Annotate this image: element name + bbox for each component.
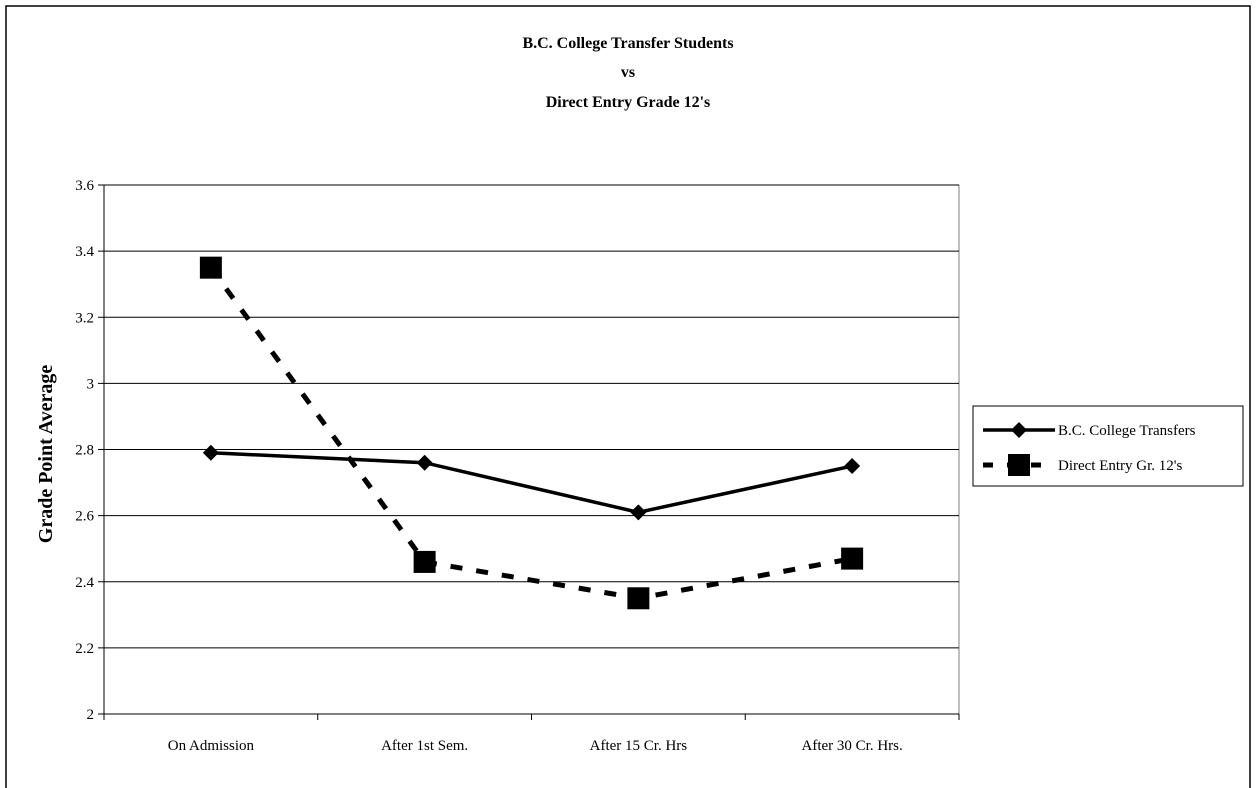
y-tick-label: 2.4 xyxy=(75,575,94,591)
x-axis-ticks: On Admission After 1st Sem. After 15 Cr. H… xyxy=(103,713,960,754)
y-tick-label: 3.2 xyxy=(75,310,94,326)
series-2 xyxy=(199,256,864,610)
x-tick-label: After 15 Cr. Hrs xyxy=(590,738,688,754)
y-tick-label: 3.6 xyxy=(75,178,94,194)
series-layer xyxy=(199,256,864,610)
legend-label: B.C. College Transfers xyxy=(1058,423,1196,439)
data-point xyxy=(627,587,650,610)
chart-title-line-3: Direct Entry Grade 12's xyxy=(546,94,711,111)
series-line xyxy=(208,266,853,601)
chart-title-line-2: vs xyxy=(621,64,635,81)
series-1 xyxy=(202,444,861,521)
data-point xyxy=(416,454,433,471)
data-point xyxy=(199,256,222,279)
y-axis-label: Grade Point Average xyxy=(35,365,57,544)
data-point xyxy=(413,550,436,573)
x-tick-label: After 30 Cr. Hrs. xyxy=(802,738,903,754)
chart-title: B.C. College Transfer Students vs Direct… xyxy=(522,35,733,111)
legend-item: Direct Entry Gr. 12's xyxy=(983,454,1183,476)
x-tick-label: After 1st Sem. xyxy=(381,738,468,754)
data-point xyxy=(630,504,647,521)
plot-area: 2 2.2 2.4 2.6 2.8 3 3.2 3.4 3.6 On Admission Afte… xyxy=(75,178,960,754)
legend-item: B.C. College Transfers xyxy=(983,422,1196,439)
legend-marker xyxy=(1008,454,1030,476)
legend: B.C. College Transfers Direct Entry Gr. 1… xyxy=(972,405,1244,487)
data-point xyxy=(844,458,861,475)
data-point xyxy=(202,444,219,461)
y-tick-label: 2.6 xyxy=(75,509,94,525)
x-tick-label: On Admission xyxy=(168,738,255,754)
y-tick-label: 3.4 xyxy=(75,244,94,260)
legend-marker xyxy=(1011,422,1027,438)
chart-title-line-1: B.C. College Transfer Students xyxy=(522,35,733,52)
series-line xyxy=(210,451,853,515)
y-axis-ticks: 2 2.2 2.4 2.6 2.8 3 3.2 3.4 3.6 xyxy=(75,178,105,723)
y-tick-label: 2 xyxy=(87,707,95,723)
legend-label: Direct Entry Gr. 12's xyxy=(1058,458,1183,474)
y-tick-label: 3 xyxy=(87,376,95,392)
y-tick-label: 2.8 xyxy=(75,443,94,459)
y-tick-label: 2.2 xyxy=(75,641,94,657)
data-point xyxy=(841,547,864,570)
